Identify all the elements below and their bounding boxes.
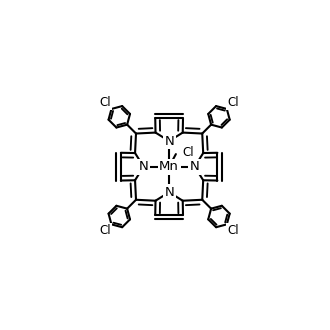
Text: N: N (164, 135, 174, 148)
Text: N: N (139, 160, 148, 173)
Text: N: N (190, 160, 200, 173)
Text: N: N (164, 186, 174, 199)
Text: Cl: Cl (183, 146, 194, 159)
Text: Cl: Cl (99, 224, 111, 237)
Text: Cl: Cl (99, 96, 111, 109)
Text: Cl: Cl (227, 96, 239, 109)
Text: Cl: Cl (227, 224, 239, 237)
Text: Mn: Mn (159, 160, 179, 173)
